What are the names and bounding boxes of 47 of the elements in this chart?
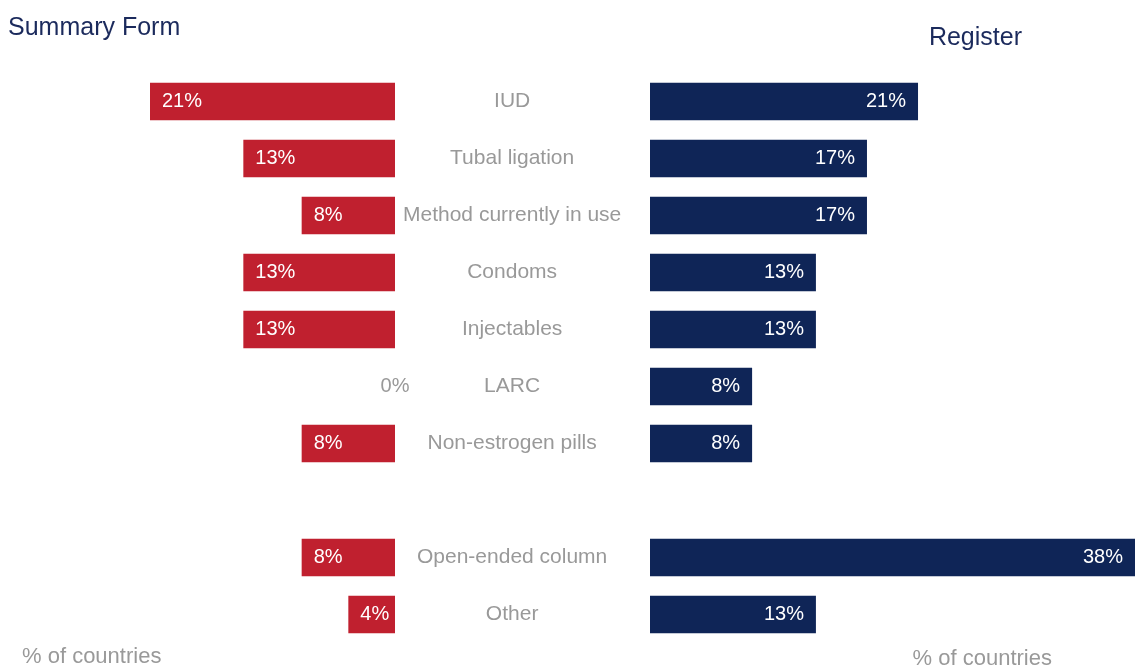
bar: [650, 82, 919, 121]
bar: [650, 424, 753, 463]
y-tick-label: Method currently in use: [403, 202, 622, 226]
data-label: 13%: [255, 146, 296, 169]
bar: [650, 595, 816, 634]
data-label: 8%: [711, 374, 741, 397]
y-tick-label: Condoms: [467, 259, 558, 283]
y-tick-label: Non-estrogen pills: [427, 430, 597, 454]
data-label: 13%: [763, 317, 805, 340]
x-axis-title: % of countries: [912, 645, 1052, 671]
data-label: 13%: [763, 602, 805, 625]
bar: [243, 139, 395, 178]
bar: [650, 196, 867, 235]
bar: [650, 538, 1135, 577]
data-label: 17%: [814, 203, 856, 226]
data-label: 4%: [360, 602, 390, 625]
data-label: 21%: [162, 89, 203, 112]
bar: [243, 310, 395, 349]
data-label: 13%: [255, 260, 296, 283]
data-label: 8%: [313, 431, 343, 454]
data-label: 8%: [313, 203, 343, 226]
data-label: 13%: [255, 317, 296, 340]
bar: [650, 253, 816, 292]
data-label: 38%: [1082, 545, 1124, 568]
y-tick-label: LARC: [484, 373, 541, 397]
bar: [650, 367, 753, 406]
data-label: 0%: [380, 374, 410, 397]
data-label: 8%: [313, 545, 343, 568]
bar: [650, 310, 816, 349]
data-label: 8%: [711, 431, 741, 454]
bar: [650, 139, 867, 178]
chart-title: Register: [928, 22, 1022, 51]
data-label: 13%: [763, 260, 805, 283]
bar: [301, 538, 395, 577]
y-tick-label: Open-ended column: [416, 544, 608, 568]
bar: [243, 253, 395, 292]
bar: [301, 424, 395, 463]
x-axis-title: % of countries: [22, 643, 162, 669]
chart-title: Summary Form: [8, 12, 181, 41]
bar: [150, 82, 395, 121]
y-tick-label: IUD: [494, 88, 531, 112]
data-label: 21%: [866, 89, 907, 112]
y-tick-label: Injectables: [461, 316, 563, 340]
y-tick-label: Other: [485, 601, 539, 625]
data-label: 17%: [814, 146, 856, 169]
bar: [301, 196, 395, 235]
y-tick-label: Tubal ligation: [450, 145, 575, 169]
